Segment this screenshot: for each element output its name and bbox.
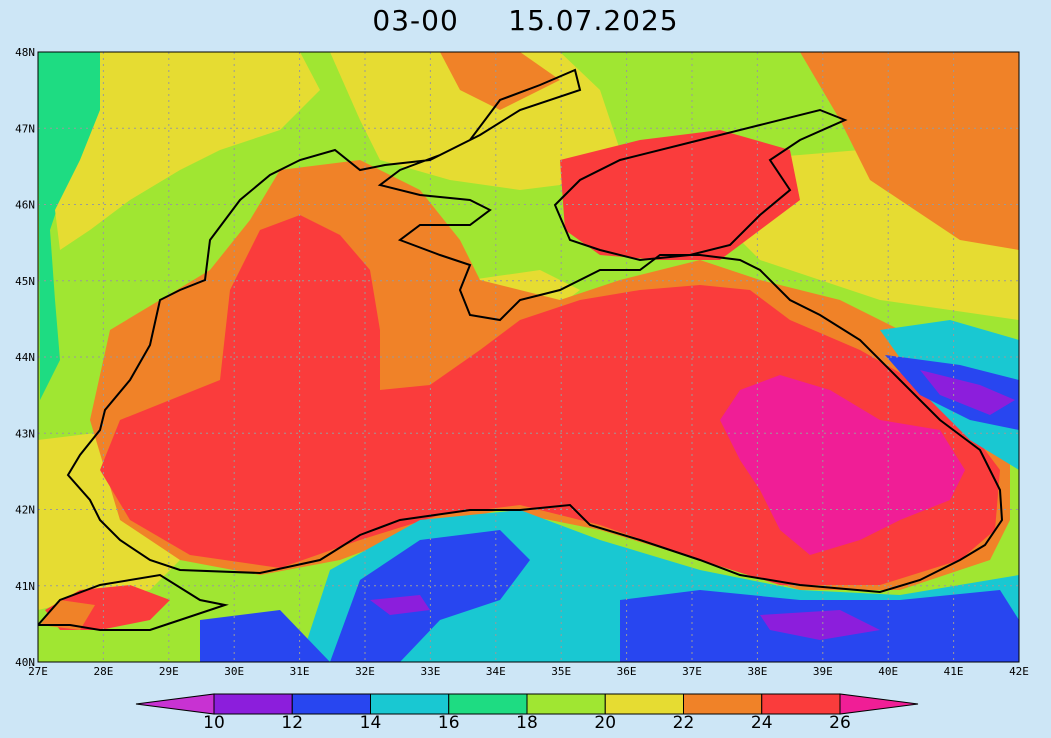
lon-tick-label: 27E — [28, 665, 48, 678]
lon-tick-label: 31E — [290, 665, 310, 678]
field-sw-blue — [200, 610, 330, 662]
colorbar-bin — [370, 693, 450, 715]
colorbar-label: 18 — [516, 713, 538, 733]
field-purple-2 — [760, 610, 880, 640]
lon-tick-label: 33E — [420, 665, 440, 678]
colorbar-label: 10 — [203, 713, 225, 733]
lon-tick-label: 36E — [617, 665, 637, 678]
colorbar-bin — [448, 693, 528, 715]
lon-tick-label: 35E — [551, 665, 571, 678]
latitude-tick-labels: 40N 41N 42N 43N 44N 45N 46N 47N 48N — [15, 46, 35, 669]
field-purple-3 — [920, 370, 1015, 415]
lat-tick-label: 44N — [15, 351, 35, 364]
lat-tick-label: 48N — [15, 46, 35, 59]
colorbar-label: 20 — [594, 713, 616, 733]
field-sw-yellow — [38, 430, 180, 610]
colorbar-label: 12 — [281, 713, 303, 733]
lon-tick-label: 40E — [878, 665, 898, 678]
field-south-blue-west — [330, 530, 530, 662]
colorbar-bin — [604, 693, 684, 715]
black-sea-coastline — [66, 68, 1004, 594]
lat-tick-label: 45N — [15, 275, 35, 288]
lat-tick-label: 43N — [15, 427, 35, 440]
lat-tick-label: 41N — [15, 580, 35, 593]
lon-tick-label: 42E — [1009, 665, 1029, 678]
colorbar: 10 12 14 16 18 20 22 24 26 — [135, 693, 919, 733]
title-date: 15.07.2025 — [508, 4, 679, 37]
colorbar-label: 24 — [751, 713, 773, 733]
lat-tick-label: 40N — [15, 656, 35, 669]
azov-coastline — [553, 108, 848, 262]
map-title: 03-00 15.07.2025 — [0, 4, 1051, 44]
colorbar-bin — [683, 693, 763, 715]
colorbar-bin — [526, 693, 606, 715]
colorbar-label: 26 — [829, 713, 851, 733]
marmara-coastline — [38, 573, 229, 631]
title-time: 03-00 — [372, 4, 459, 37]
map-frame — [37, 51, 1020, 663]
colorbar-bin — [761, 693, 841, 715]
lon-tick-label: 39E — [813, 665, 833, 678]
field-marmara-orange — [40, 600, 95, 630]
field-azov-red — [560, 130, 800, 260]
field-azov-top-orange — [440, 52, 560, 110]
lon-tick-label: 32E — [355, 665, 375, 678]
colorbar-bin — [135, 693, 215, 715]
lon-tick-label: 30E — [224, 665, 244, 678]
colorbar-bin — [291, 693, 371, 715]
lon-tick-label: 28E — [93, 665, 113, 678]
lat-tick-label: 46N — [15, 199, 35, 212]
field-purple-1 — [370, 595, 430, 615]
lon-tick-label: 37E — [682, 665, 702, 678]
temperature-field — [38, 52, 1019, 662]
lon-tick-label: 29E — [159, 665, 179, 678]
lat-tick-label: 47N — [15, 122, 35, 135]
colorbar-bin — [213, 693, 293, 715]
colorbar-label: 14 — [360, 713, 382, 733]
lon-tick-label: 41E — [944, 665, 964, 678]
colorbar-label: 16 — [438, 713, 460, 733]
colorbar-label: 22 — [673, 713, 695, 733]
field-north-yellow — [330, 52, 620, 190]
field-nw-yellow — [55, 52, 320, 250]
longitude-tick-labels: 27E 28E 29E 30E 31E 32E 33E 34E 35E 36E 37E 38E 39E 4… — [28, 665, 1029, 678]
lat-tick-label: 42N — [15, 504, 35, 517]
colorbar-bin — [839, 693, 919, 715]
field-east-orange — [800, 52, 1019, 250]
lon-tick-label: 34E — [486, 665, 506, 678]
lon-tick-label: 38E — [747, 665, 767, 678]
